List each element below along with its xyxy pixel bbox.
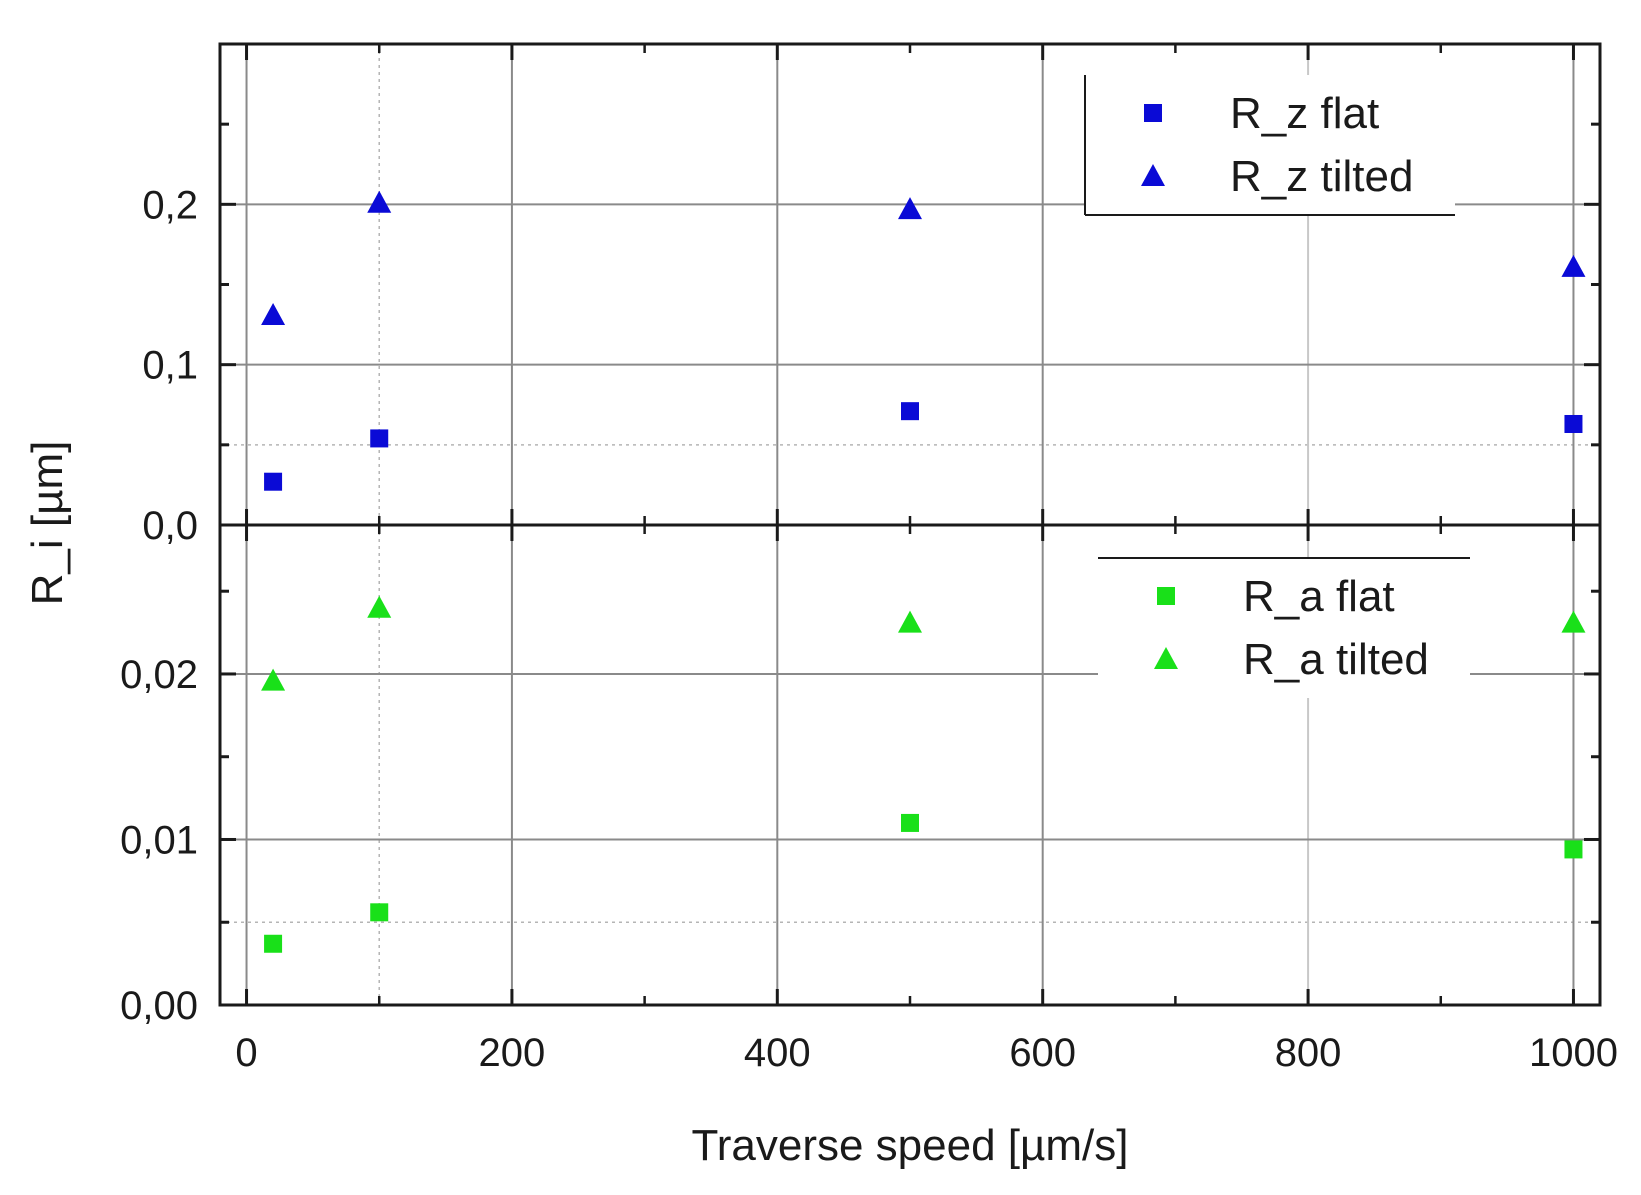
data-point-r_a-flat	[901, 813, 919, 832]
y-tick-label: 0,1	[142, 344, 198, 388]
data-point-r_z-flat	[264, 472, 283, 491]
legend-label: R_z flat	[1230, 89, 1379, 138]
data-point-r_z-tilted	[1561, 254, 1586, 277]
data-point-r_z-tilted	[261, 302, 286, 325]
data-point-r_a-flat	[264, 934, 283, 953]
data-point-r_a-tilted	[367, 595, 392, 618]
y-tick-label: 0,02	[120, 653, 198, 697]
legend-label: R_a tilted	[1243, 635, 1429, 684]
legends: R_z flat R_z tilted R_a flat R_a tilted	[1084, 75, 1470, 698]
legend-marker-square	[1157, 587, 1175, 605]
axis-ticks	[220, 42, 1600, 1007]
x-tick-label: 800	[1275, 1031, 1342, 1075]
legend-label: R_z tilted	[1230, 152, 1413, 201]
x-tick-label: 200	[479, 1031, 546, 1075]
legend-marker-triangle	[1154, 647, 1178, 669]
tick-labels: 0,0 0,1 0,2 0,00 0,01 0,02 0 200 400 600 800 1000	[120, 183, 1618, 1075]
x-tick-label: 600	[1009, 1031, 1076, 1075]
y-tick-label: 0,2	[142, 183, 198, 227]
data-point-r_a-flat	[370, 903, 389, 922]
data-points	[261, 190, 1586, 953]
data-point-r_a-tilted	[1561, 610, 1586, 633]
data-point-r_z-tilted	[898, 197, 922, 220]
y-axis-title: R_i [µm]	[23, 441, 72, 606]
x-axis-title: Traverse speed [µm/s]	[692, 1121, 1129, 1170]
data-point-r_z-flat	[901, 402, 919, 421]
data-point-r_a-tilted	[898, 610, 922, 633]
legend-bottom: R_a flat R_a tilted	[1098, 557, 1470, 698]
x-tick-label: 1000	[1529, 1031, 1618, 1075]
data-point-r_a-flat	[1564, 840, 1583, 859]
y-tick-label: 0,01	[120, 818, 198, 862]
legend-marker-square	[1144, 104, 1162, 122]
data-point-r_z-flat	[1564, 414, 1583, 433]
data-point-r_z-flat	[370, 429, 389, 448]
legend-label: R_a flat	[1243, 572, 1395, 621]
x-tick-label: 0	[235, 1031, 257, 1075]
legend-top: R_z flat R_z tilted	[1084, 75, 1455, 216]
legend-marker-triangle	[1141, 164, 1165, 186]
y-tick-label: 0,00	[120, 984, 198, 1028]
data-point-r_a-tilted	[261, 668, 286, 691]
x-tick-label: 400	[744, 1031, 811, 1075]
legend-background	[1098, 558, 1470, 698]
data-point-r_z-tilted	[367, 190, 392, 213]
legend-background	[1085, 75, 1455, 215]
y-tick-label: 0,0	[142, 504, 198, 548]
